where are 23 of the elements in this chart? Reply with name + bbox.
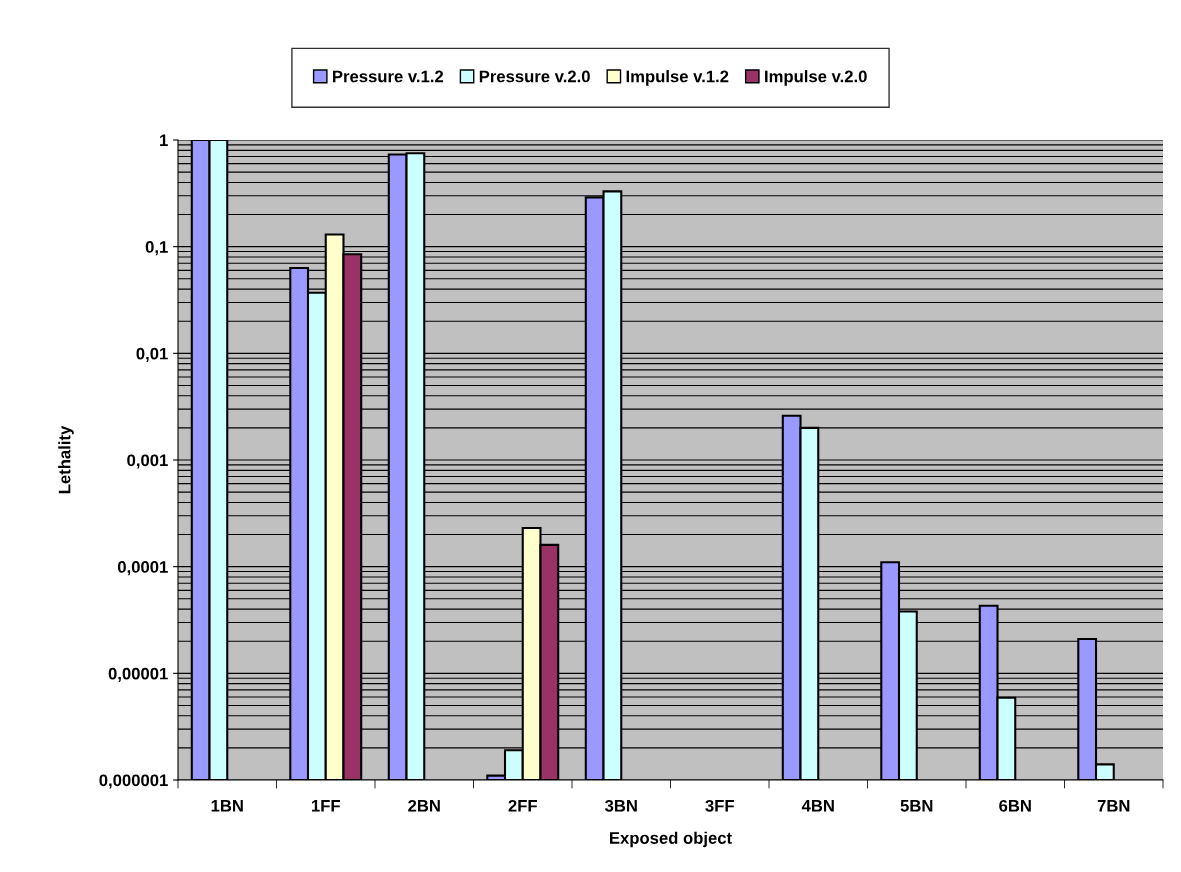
- x-tick-label: 3BN: [604, 799, 637, 812]
- x-tick-label: 3FF: [705, 799, 734, 812]
- y-tick-label: 0,00001: [108, 667, 168, 682]
- legend-label: Pressure v.2.0: [479, 70, 590, 83]
- y-tick-label: 0,01: [136, 347, 168, 362]
- y-axis-title: Lethality: [58, 425, 74, 494]
- y-tick-label: 0,001: [127, 454, 168, 469]
- x-tick-label: 7BN: [1097, 800, 1130, 812]
- x-tick-label: 4BN: [801, 800, 834, 812]
- y-tick-label: 1: [160, 134, 168, 147]
- y-tick-label: 0,000001: [99, 774, 168, 789]
- x-tick-label: 1FF: [311, 800, 340, 812]
- legend-label: Impulse v.1.2: [626, 70, 729, 86]
- legend-label: Impulse v.2.0: [765, 70, 867, 86]
- x-tick-label: 1BN: [211, 800, 243, 812]
- x-tick-label: 2FF: [508, 799, 537, 812]
- y-tick-label: 0,1: [145, 241, 168, 256]
- legend-label: Pressure v.1.2: [333, 70, 444, 83]
- x-tick-label: 5BN: [900, 800, 933, 812]
- x-tick-label: 2BN: [408, 799, 440, 812]
- y-tick-label: 0,0001: [117, 561, 168, 576]
- x-axis-title: Exposed object: [610, 831, 732, 848]
- x-tick-label: 6BN: [999, 799, 1031, 812]
